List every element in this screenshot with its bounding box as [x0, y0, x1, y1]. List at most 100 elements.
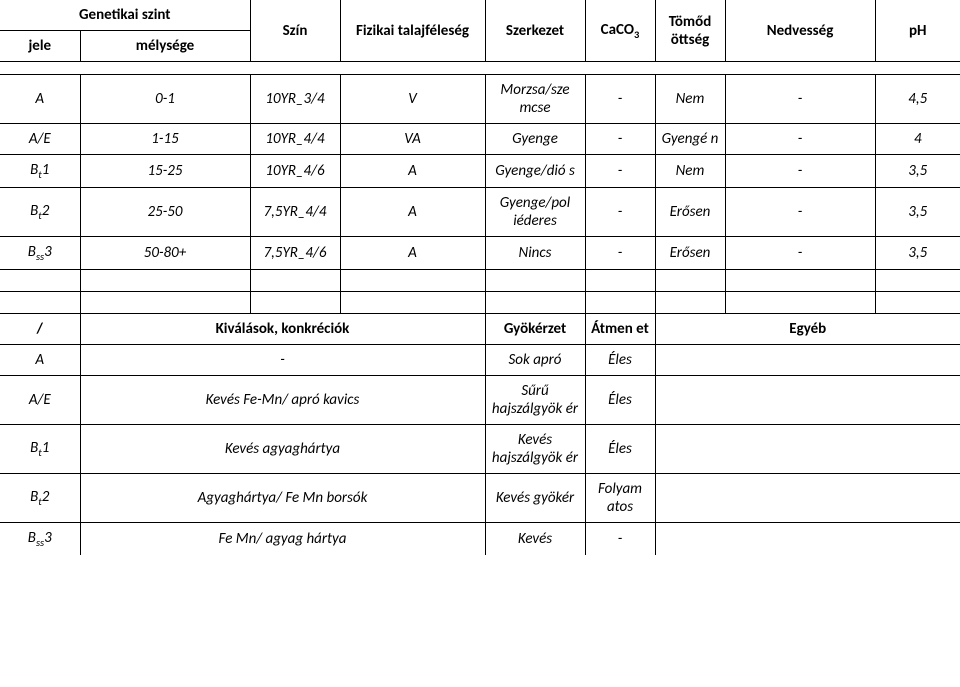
cell-egyeb: [655, 474, 960, 523]
table-row: Bt1Kevés agyaghártyaKevés hajszálgyök ér…: [0, 425, 960, 474]
cell-szin: 10YR_3/4: [250, 75, 340, 124]
cell-caco3: -: [585, 237, 655, 270]
cell-szin: 7,5YR_4/6: [250, 237, 340, 270]
header2-gyokerzet: Gyökérzet: [485, 314, 585, 345]
header2-row: / Kiválások, konkréciók Gyökérzet Átmen …: [0, 314, 960, 345]
cell-jele: Bt1: [0, 425, 80, 474]
header2-kivalasok: Kiválások, konkréciók: [80, 314, 485, 345]
table-row: Bt225-507,5YR_4/4AGyenge/pol iéderes-Erő…: [0, 188, 960, 237]
cell-kiv: Fe Mn/ agyag hártya: [80, 523, 485, 556]
cell-szerkezet: Morzsa/sze mcse: [485, 75, 585, 124]
spacer-row-1: [0, 62, 960, 75]
cell-fizikai: A: [340, 237, 485, 270]
cell-atm: Éles: [585, 425, 655, 474]
cell-jele: A: [0, 345, 80, 376]
empty-row-1: [0, 270, 960, 292]
cell-gyok: Kevés gyökér: [485, 474, 585, 523]
cell-gyok: Sűrű hajszálgyök ér: [485, 376, 585, 425]
cell-tomod: Nem: [655, 75, 725, 124]
table-row: Bt115-2510YR_4/6AGyenge/dió s-Nem-3,5: [0, 155, 960, 188]
cell-egyeb: [655, 376, 960, 425]
header-caco3: CaCO3: [585, 0, 655, 62]
cell-ph: 4: [875, 124, 960, 155]
header-ph: pH: [875, 0, 960, 62]
cell-melysege: 25-50: [80, 188, 250, 237]
cell-fizikai: V: [340, 75, 485, 124]
header-tomod: Tömőd öttség: [655, 0, 725, 62]
cell-tomod: Gyengé n: [655, 124, 725, 155]
header-row-1: Genetikai szint Szín Fizikai talajfélesé…: [0, 0, 960, 31]
cell-jele: Bss3: [0, 523, 80, 556]
cell-caco3: -: [585, 155, 655, 188]
cell-jele: Bt2: [0, 474, 80, 523]
table-row: Bss3Fe Mn/ agyag hártyaKevés-: [0, 523, 960, 556]
soil-profile-table: Genetikai szint Szín Fizikai talajfélesé…: [0, 0, 960, 314]
cell-nedvesseg: -: [725, 188, 875, 237]
header-szerkezet: Szerkezet: [485, 0, 585, 62]
cell-jele: Bt2: [0, 188, 80, 237]
cell-caco3: -: [585, 188, 655, 237]
cell-nedvesseg: -: [725, 124, 875, 155]
cell-szerkezet: Gyenge/dió s: [485, 155, 585, 188]
cell-atm: Éles: [585, 345, 655, 376]
cell-tomod: Erősen: [655, 188, 725, 237]
cell-ph: 4,5: [875, 75, 960, 124]
header-melysege: mélysége: [80, 31, 250, 62]
soil-secondary-table: / Kiválások, konkréciók Gyökérzet Átmen …: [0, 314, 960, 555]
cell-fizikai: A: [340, 188, 485, 237]
empty-row-2: [0, 292, 960, 314]
cell-tomod: Nem: [655, 155, 725, 188]
table-row: A-Sok apróÉles: [0, 345, 960, 376]
table-row: A0-110YR_3/4VMorzsa/sze mcse-Nem-4,5: [0, 75, 960, 124]
cell-egyeb: [655, 523, 960, 556]
cell-jele: Bss3: [0, 237, 80, 270]
cell-kiv: Agyaghártya/ Fe Mn borsók: [80, 474, 485, 523]
cell-gyok: Sok apró: [485, 345, 585, 376]
cell-jele: Bt1: [0, 155, 80, 188]
cell-fizikai: A: [340, 155, 485, 188]
cell-kiv: Kevés agyaghártya: [80, 425, 485, 474]
cell-jele: A/E: [0, 124, 80, 155]
header2-atmenet: Átmen et: [585, 314, 655, 345]
cell-nedvesseg: -: [725, 155, 875, 188]
table-row: Bss350-80+7,5YR_4/6ANincs-Erősen-3,5: [0, 237, 960, 270]
cell-nedvesseg: -: [725, 237, 875, 270]
cell-atm: -: [585, 523, 655, 556]
table-row: Bt2Agyaghártya/ Fe Mn borsókKevés gyökér…: [0, 474, 960, 523]
cell-nedvesseg: -: [725, 75, 875, 124]
header2-slash: /: [0, 314, 80, 345]
table-row: A/E1-1510YR_4/4VAGyenge-Gyengé n-4: [0, 124, 960, 155]
cell-szerkezet: Nincs: [485, 237, 585, 270]
cell-caco3: -: [585, 75, 655, 124]
cell-ph: 3,5: [875, 155, 960, 188]
cell-kiv: -: [80, 345, 485, 376]
cell-ph: 3,5: [875, 237, 960, 270]
cell-fizikai: VA: [340, 124, 485, 155]
cell-gyok: Kevés: [485, 523, 585, 556]
cell-caco3: -: [585, 124, 655, 155]
cell-atm: Folyam atos: [585, 474, 655, 523]
cell-jele: A: [0, 75, 80, 124]
cell-melysege: 50-80+: [80, 237, 250, 270]
cell-szerkezet: Gyenge/pol iéderes: [485, 188, 585, 237]
cell-jele: A/E: [0, 376, 80, 425]
cell-szin: 10YR_4/6: [250, 155, 340, 188]
header-jele: jele: [0, 31, 80, 62]
cell-tomod: Erősen: [655, 237, 725, 270]
cell-melysege: 15-25: [80, 155, 250, 188]
cell-szin: 7,5YR_4/4: [250, 188, 340, 237]
cell-ph: 3,5: [875, 188, 960, 237]
cell-szin: 10YR_4/4: [250, 124, 340, 155]
cell-egyeb: [655, 345, 960, 376]
table-row: A/EKevés Fe-Mn/ apró kavicsSűrű hajszálg…: [0, 376, 960, 425]
cell-kiv: Kevés Fe-Mn/ apró kavics: [80, 376, 485, 425]
cell-atm: Éles: [585, 376, 655, 425]
cell-melysege: 1-15: [80, 124, 250, 155]
header-fizikai: Fizikai talajféleség: [340, 0, 485, 62]
header2-egyeb: Egyéb: [655, 314, 960, 345]
cell-gyok: Kevés hajszálgyök ér: [485, 425, 585, 474]
cell-melysege: 0-1: [80, 75, 250, 124]
cell-egyeb: [655, 425, 960, 474]
header-genetic-level: Genetikai szint: [0, 0, 250, 31]
header-nedvesseg: Nedvesség: [725, 0, 875, 62]
